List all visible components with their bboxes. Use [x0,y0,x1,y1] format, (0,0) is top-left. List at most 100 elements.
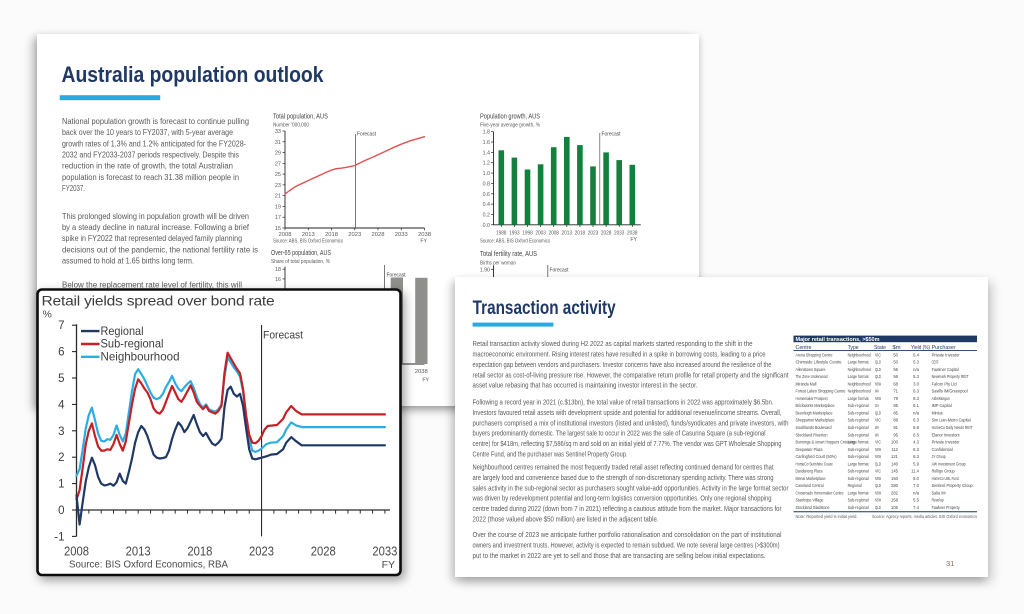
svg-text:Confidential: Confidential [932,447,953,452]
svg-text:2022 (those valued above $50 m: 2022 (those valued above $50 million) ar… [473,517,659,524]
svg-text:1.0: 1.0 [483,171,490,177]
svg-text:Neighbourhood: Neighbourhood [848,389,872,394]
svg-text:FY: FY [630,237,637,243]
svg-text:Retail yields spread over bond: Retail yields spread over bond rate [42,293,276,308]
svg-text:1.2: 1.2 [483,161,490,167]
svg-text:Below the replacement rate lev: Below the replacement rate level of fert… [62,280,242,289]
svg-text:NSW: NSW [875,396,881,401]
svg-text:n/a: n/a [913,490,919,495]
svg-text:Bunnings & Amart Hoppers Cross: Bunnings & Amart Hoppers Crossing [796,440,856,445]
svg-text:Transaction activity: Transaction activity [473,297,616,319]
svg-text:27: 27 [275,161,281,167]
svg-text:QLD: QLD [875,483,881,488]
svg-text:2033: 2033 [372,544,397,558]
svg-text:2018: 2018 [575,231,586,237]
svg-text:0: 0 [58,505,64,517]
svg-text:18: 18 [275,267,281,273]
svg-text:HomeCo UML Fund: HomeCo UML Fund [932,476,959,481]
svg-text:Major retail transactions, >$5: Major retail transactions, >$50m [796,337,880,343]
svg-text:Sub-regional: Sub-regional [848,454,869,459]
svg-text:31: 31 [275,140,281,146]
svg-text:Private Investor: Private Investor [932,440,961,445]
svg-text:1993: 1993 [509,231,520,237]
svg-text:Neighbourhood: Neighbourhood [848,367,872,372]
svg-text:Stockland Gladstone: Stockland Gladstone [796,505,831,510]
svg-text:NSW: NSW [875,476,881,481]
svg-text:owners and investment trusts.: owners and investment trusts. However, a… [473,542,780,549]
svg-text:Beenleigh Marketplace: Beenleigh Marketplace [796,410,834,415]
svg-text:Forecast: Forecast [357,132,376,138]
svg-text:56: 56 [893,367,898,372]
svg-text:VIC: VIC [875,469,881,474]
svg-text:0.4: 0.4 [483,202,490,208]
svg-text:spike in FY2022 that represent: spike in FY2022 that represented delayed… [62,234,242,243]
svg-text:Investors favoured retail asse: Investors favoured retail assets with de… [473,410,782,417]
svg-text:2023: 2023 [348,232,361,238]
svg-text:Private Investor: Private Investor [932,352,961,357]
svg-text:Sub-regional: Sub-regional [848,432,869,437]
svg-text:NSW: NSW [875,381,881,386]
svg-text:retail sector as cost-of-livin: retail sector as cost-of-living pressure… [473,372,789,379]
svg-text:85: 85 [893,403,898,408]
svg-text:Neighbourhood centres remained: Neighbourhood centres remained the most … [473,465,774,472]
svg-text:19: 19 [275,204,281,210]
svg-text:145: 145 [891,469,899,474]
svg-text:FY: FY [422,378,429,384]
svg-text:Forecast: Forecast [602,132,621,138]
svg-text:2008: 2008 [279,232,292,238]
svg-text:Over-65 population, AUS: Over-65 population, AUS [271,248,331,257]
svg-text:Caneland Central: Caneland Central [796,483,824,488]
svg-text:QLD: QLD [875,410,881,415]
svg-text:by a steady decline in natural: by a steady decline in natural increase.… [62,223,250,232]
svg-text:16: 16 [275,277,281,283]
svg-text:15: 15 [275,226,281,232]
svg-text:Centre: Centre [796,345,812,351]
svg-text:33: 33 [275,129,281,135]
svg-text:FY2037.: FY2037. [62,184,85,193]
svg-text:2032 and FY2033-2037 periods r: 2032 and FY2033-2037 periods respectivel… [62,150,239,159]
svg-text:7: 7 [58,320,64,332]
svg-text:VIC: VIC [875,352,881,357]
svg-text:Births per woman: Births per woman [480,261,516,267]
svg-text:Type: Type [848,345,859,351]
svg-text:Fawkner Capital: Fawkner Capital [932,367,959,372]
svg-text:Source: Agency reports, media: Source: Agency reports, media articles, … [872,514,977,519]
svg-text:Over the course of 2023 we ant: Over the course of 2023 we anticipate fu… [473,532,782,539]
svg-text:Source: BIS Oxford Economics,: Source: BIS Oxford Economics, RBA [69,559,228,570]
svg-text:SA: SA [875,403,879,408]
svg-text:Neighbourhood: Neighbourhood [101,349,180,363]
svg-text:Sub-regional: Sub-regional [848,498,869,503]
svg-text:Savills IM/Greenpool: Savills IM/Greenpool [932,389,968,394]
svg-text:6.3: 6.3 [913,447,919,452]
svg-text:macroeconomic environment. Ris: macroeconomic environment. Rising intere… [473,352,766,359]
svg-text:2003: 2003 [535,231,546,237]
svg-text:Fawkner Property: Fawkner Property [932,505,961,510]
svg-text:Neighbourhood: Neighbourhood [848,352,872,357]
svg-text:Brickworks Marketplace: Brickworks Marketplace [796,403,836,408]
svg-text:0.6: 0.6 [483,192,490,198]
svg-text:Total population, AUS: Total population, AUS [273,112,328,121]
svg-text:back over the 10 years to FY20: back over the 10 years to FY2037, with 5… [62,128,233,137]
svg-text:4.3: 4.3 [913,440,919,445]
svg-text:2008: 2008 [548,231,559,237]
svg-text:was driven by redevelopment po: was driven by redevelopment potential an… [472,496,772,503]
svg-text:1998: 1998 [522,231,533,237]
svg-text:0.0: 0.0 [483,223,490,229]
svg-text:2033: 2033 [614,231,625,237]
svg-text:centre traded during 2022 (dow: centre traded during 2022 (down from 7 i… [473,506,783,513]
svg-text:6.5: 6.5 [913,432,919,437]
svg-text:QLD: QLD [875,461,881,466]
svg-text:Relligo Group: Relligo Group [932,469,956,474]
svg-text:7.0: 7.0 [913,483,919,488]
svg-text:Carlingford Court (50%): Carlingford Court (50%) [796,454,838,459]
svg-text:Forecast: Forecast [550,268,569,274]
svg-text:Yield (%): Yield (%) [911,345,930,351]
svg-text:121: 121 [891,454,899,459]
svg-text:Revelop: Revelop [932,498,945,503]
svg-text:AsheMorgan: AsheMorgan [932,396,951,401]
svg-text:1.6: 1.6 [483,140,490,146]
svg-text:Regional: Regional [101,323,144,337]
svg-text:5.3: 5.3 [913,360,919,365]
svg-text:91: 91 [893,425,898,430]
svg-text:Sim Lian-Metro Capital: Sim Lian-Metro Capital [932,418,971,423]
